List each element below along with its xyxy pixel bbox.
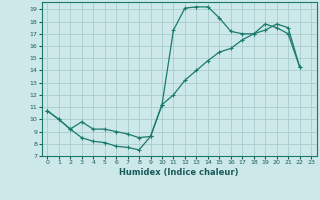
X-axis label: Humidex (Indice chaleur): Humidex (Indice chaleur) [119,168,239,177]
